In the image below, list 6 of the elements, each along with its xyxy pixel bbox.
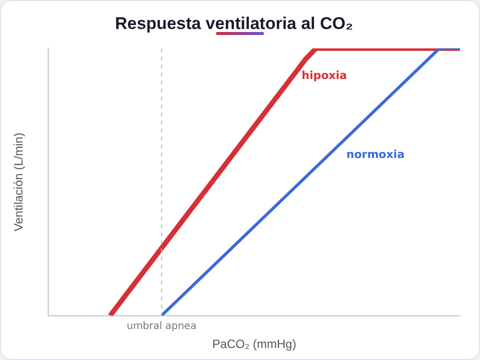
y-axis-title: Ventilación (L/min): [12, 132, 26, 232]
text: umbral apnea: [126, 321, 196, 332]
series-label: hipoxia: [302, 68, 347, 82]
series-label: normoxia: [346, 148, 404, 162]
x-axis-title: PaCO₂ (mmHg): [212, 337, 296, 352]
chart-title: Respuesta ventilatoria al CO₂: [114, 14, 354, 33]
